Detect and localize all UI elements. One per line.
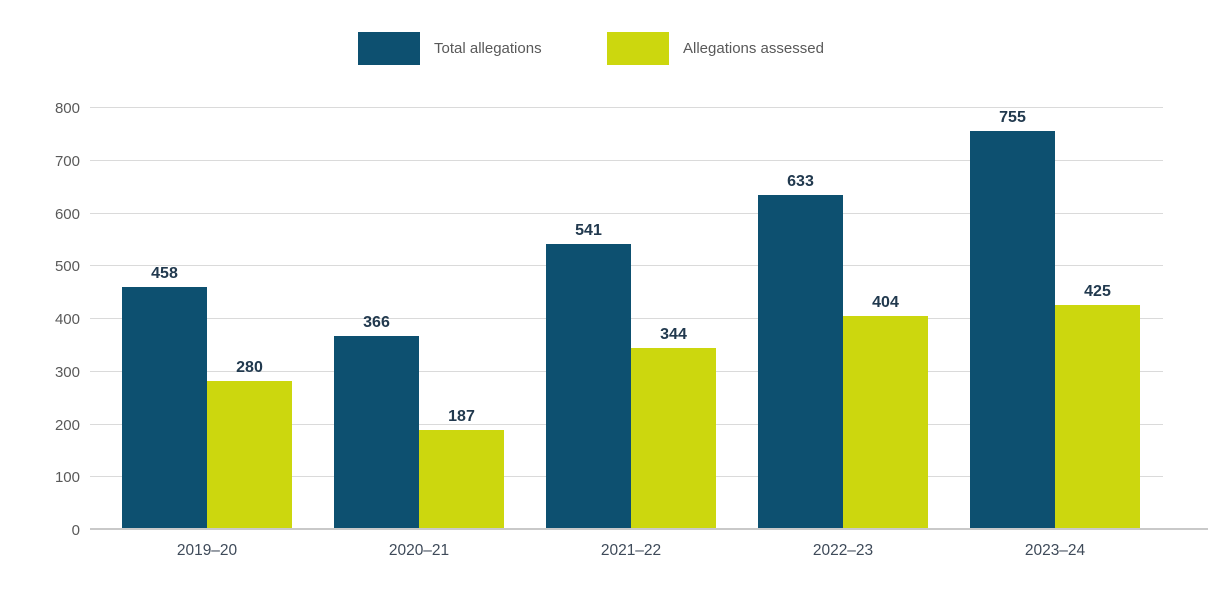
legend-label-allegations-assessed: Allegations assessed: [683, 40, 824, 57]
bar-value-label: 458: [151, 265, 178, 283]
y-tick-label: 700: [54, 152, 80, 170]
bar-value-label: 280: [236, 359, 263, 377]
bar-allegations-assessed-0: [207, 381, 292, 529]
y-tick-label: 400: [54, 311, 80, 328]
bar-total-allegations-3: [758, 195, 843, 529]
bar-value-label: 425: [1084, 282, 1111, 300]
legend-swatch-allegations-assessed-icon: [607, 32, 669, 65]
y-tick-label: 800: [54, 100, 80, 117]
bar-value-label: 404: [872, 293, 899, 311]
gridline: [90, 107, 1163, 108]
bar-value-label: 366: [363, 313, 390, 331]
y-tick-label: 300: [54, 363, 80, 381]
x-axis-label: 2022–23: [812, 542, 874, 559]
bar-value-label: 755: [999, 108, 1026, 126]
x-axis-line: [90, 528, 1208, 530]
bar-value-label: 187: [448, 408, 475, 426]
y-tick-label: 0: [71, 522, 80, 539]
x-axis-label: 2023–24: [1024, 542, 1086, 559]
legend-swatch-total-allegations-icon: [358, 32, 420, 65]
bar-value-label: 541: [575, 221, 602, 239]
y-tick-label: 200: [54, 416, 80, 434]
bar-total-allegations-2: [546, 243, 631, 529]
x-axis-label: 2021–22: [600, 542, 662, 559]
y-tick-label: 100: [54, 469, 80, 487]
x-axis-label: 2019–20: [176, 542, 238, 559]
gridline: [90, 212, 1163, 214]
y-tick-label: 600: [54, 205, 80, 223]
bar-allegations-assessed-2: [631, 347, 716, 529]
legend-item-total-allegations: Total allegations: [358, 32, 542, 65]
legend-label-total-allegations: Total allegations: [434, 40, 542, 57]
legend-item-allegations-assessed: Allegations assessed: [607, 32, 824, 65]
bar-allegations-assessed-3: [843, 315, 928, 529]
bar-allegations-assessed-1: [419, 430, 504, 529]
x-axis-label: 2020–21: [388, 542, 450, 559]
y-tick-label: 500: [54, 258, 80, 276]
bar-total-allegations-4: [970, 130, 1055, 529]
bar-value-label: 633: [787, 173, 814, 191]
gridline: [90, 159, 1163, 161]
bar-total-allegations-1: [334, 335, 419, 529]
bar-total-allegations-0: [122, 287, 207, 529]
bar-value-label: 344: [660, 325, 687, 343]
bar-allegations-assessed-4: [1055, 304, 1140, 529]
